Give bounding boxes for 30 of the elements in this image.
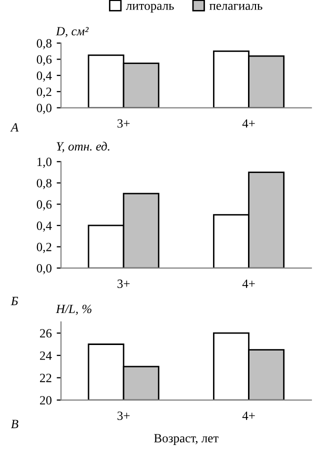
- x-tick-label: 3+: [118, 119, 130, 128]
- x-tick-label: 4+: [242, 119, 255, 128]
- y-tick-label: 0,8: [36, 178, 52, 190]
- x-axis-title: Возраст, лет: [154, 434, 218, 445]
- y-tick-label: 1,0: [37, 158, 52, 168]
- legend-label: литораль: [126, 4, 174, 12]
- x-tick-label: 3+: [118, 412, 130, 420]
- y-axis-title: H/L, %: [56, 304, 92, 315]
- text: Б: [10, 296, 18, 306]
- x-tick-label: 4+: [242, 412, 255, 420]
- y-tick-label: 26: [40, 329, 52, 338]
- x-tick-label: 3+: [118, 280, 130, 288]
- y-tick-label: 0,2: [36, 88, 52, 98]
- y-axis-title: Y, отн. ед.: [56, 142, 110, 152]
- y-tick-label: 24: [40, 351, 52, 360]
- legend-label: пелагиаль: [209, 4, 262, 10]
- y-tick-label: 22: [40, 374, 52, 382]
- x-tick-label: 4+: [242, 280, 255, 288]
- y-tick-label: 0,0: [36, 264, 52, 274]
- y-tick-label: 0,8: [36, 39, 52, 50]
- y-tick-label: 0,0: [36, 104, 52, 114]
- y-tick-label: 0,6: [36, 200, 52, 210]
- text: В: [11, 420, 18, 428]
- y-tick-label: 0,2: [36, 242, 52, 254]
- y-tick-label: 0,4: [36, 222, 52, 232]
- y-axis-title: D, см²: [56, 27, 89, 38]
- y-tick-label: 20: [40, 396, 52, 405]
- y-tick-label: 0,6: [36, 55, 52, 66]
- y-tick-label: 0,4: [36, 71, 52, 82]
- text: А: [10, 123, 19, 132]
